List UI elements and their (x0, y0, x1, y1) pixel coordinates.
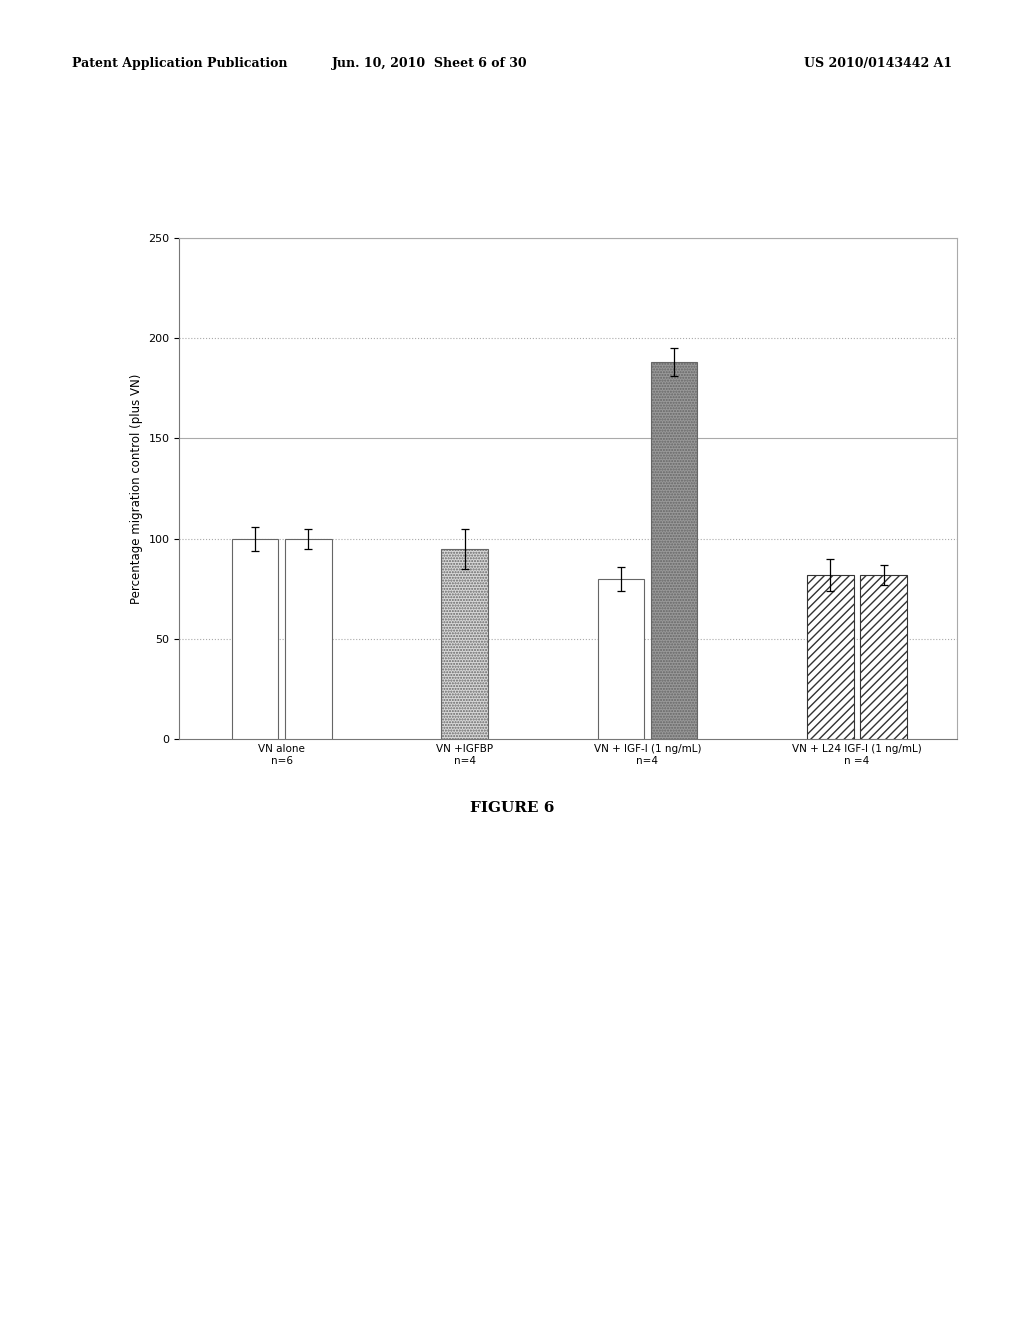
Bar (807, 574, 854, 739)
Text: Jun. 10, 2010  Sheet 6 of 30: Jun. 10, 2010 Sheet 6 of 30 (332, 57, 528, 70)
Bar (860, 574, 907, 739)
Bar (598, 578, 644, 739)
Text: FIGURE 6: FIGURE 6 (470, 801, 554, 814)
Y-axis label: Percentage migration control (plus VN): Percentage migration control (plus VN) (130, 374, 142, 603)
Bar (286, 539, 332, 739)
Bar (441, 549, 487, 739)
Text: Patent Application Publication: Patent Application Publication (72, 57, 287, 70)
Text: US 2010/0143442 A1: US 2010/0143442 A1 (804, 57, 952, 70)
Bar (232, 539, 279, 739)
Bar (651, 362, 697, 739)
